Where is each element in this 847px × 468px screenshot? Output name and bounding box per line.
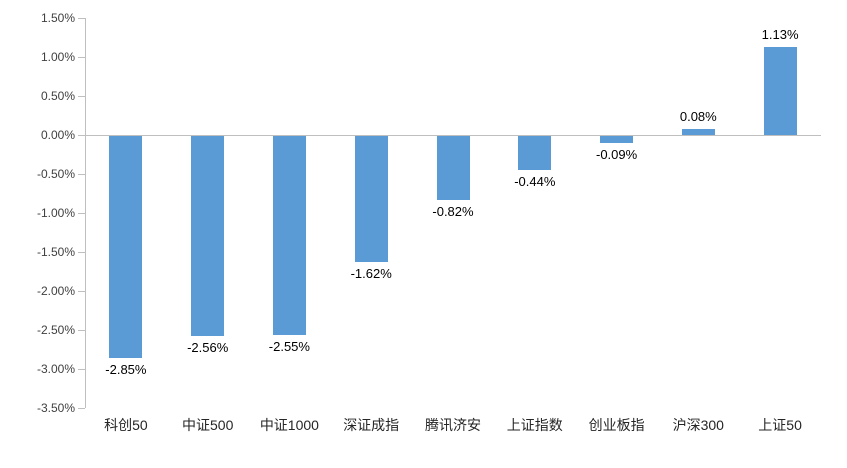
y-axis-tick-label: -1.50% xyxy=(36,245,75,259)
data-label: -0.09% xyxy=(595,147,638,162)
y-axis-tick-mark xyxy=(78,408,85,409)
data-label: -0.82% xyxy=(432,204,474,219)
bar-创业板指 xyxy=(600,136,634,143)
category-label-深证成指: 深证成指 xyxy=(343,417,400,433)
y-axis-tick-label: 1.00% xyxy=(40,50,75,64)
y-axis-tick-mark xyxy=(78,96,85,97)
y-axis-tick-mark xyxy=(78,18,85,19)
y-axis-tick-mark xyxy=(78,174,85,175)
y-axis-tick-mark xyxy=(78,252,85,253)
y-axis-tick-mark xyxy=(78,213,85,214)
bar-上证50 xyxy=(763,46,797,135)
category-label-中证500: 中证500 xyxy=(182,417,234,433)
y-axis-tick-label: -1.00% xyxy=(36,206,75,220)
data-label: -2.85% xyxy=(105,362,147,378)
category-label-科创50: 科创50 xyxy=(104,417,148,433)
data-label: -0.44% xyxy=(514,174,556,190)
y-axis-tick-label: -3.00% xyxy=(36,362,75,376)
category-label-上证50: 上证50 xyxy=(758,417,802,433)
y-axis-tick-mark xyxy=(78,135,85,136)
data-label: -1.62% xyxy=(350,266,392,282)
y-axis-tick-mark xyxy=(78,330,85,331)
y-axis-tick-label: 1.50% xyxy=(40,11,75,25)
category-label-沪深300: 沪深300 xyxy=(672,417,724,433)
zero-axis-line xyxy=(85,135,821,136)
y-axis-tick-mark xyxy=(78,57,85,58)
y-axis-tick-label: 0.50% xyxy=(40,89,75,103)
y-axis-line xyxy=(85,18,86,408)
category-label-中证1000: 中证1000 xyxy=(259,417,319,433)
y-axis-tick-label: -3.50% xyxy=(36,401,75,415)
bar-腾讯济安 xyxy=(436,136,470,200)
data-label: -2.55% xyxy=(268,338,310,354)
y-axis-tick-label: -2.00% xyxy=(36,284,75,298)
data-label: 0.08% xyxy=(679,108,717,124)
y-axis-tick-label: 0.00% xyxy=(40,128,75,142)
y-axis-tick-label: -0.50% xyxy=(36,167,75,181)
data-label: -2.56% xyxy=(187,339,229,355)
bar-科创50 xyxy=(109,136,143,359)
y-axis-tick-label: -2.50% xyxy=(36,323,75,337)
bar-上证指数 xyxy=(518,136,552,171)
y-axis-tick-mark xyxy=(78,291,85,292)
category-label-上证指数: 上证指数 xyxy=(506,417,563,433)
data-label: 1.13% xyxy=(761,26,799,42)
bar-中证500 xyxy=(191,136,225,336)
category-label-腾讯济安: 腾讯济安 xyxy=(425,417,481,433)
bar-深证成指 xyxy=(354,136,388,263)
y-axis-tick-mark xyxy=(78,369,85,370)
bar-沪深300 xyxy=(681,128,715,135)
bar-中证1000 xyxy=(272,136,306,335)
category-label-创业板指: 创业板指 xyxy=(588,417,645,433)
